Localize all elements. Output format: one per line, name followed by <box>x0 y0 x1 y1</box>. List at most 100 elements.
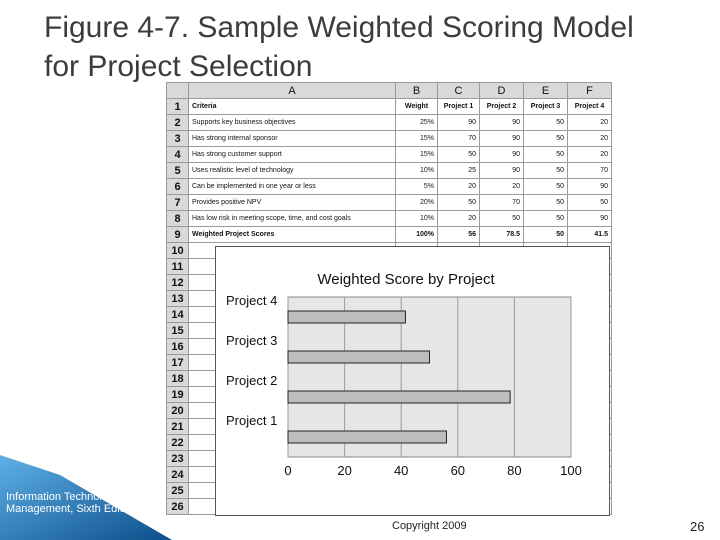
row-header[interactable]: 1 <box>166 98 189 115</box>
row-header[interactable]: 10 <box>166 242 189 259</box>
cell-a[interactable]: Can be implemented in one year or less <box>188 178 396 195</box>
row-header[interactable]: 12 <box>166 274 189 291</box>
row-header[interactable]: 22 <box>166 434 189 451</box>
cell-e[interactable]: 50 <box>523 194 568 211</box>
cell-a[interactable]: Has strong internal sponsor <box>188 130 396 147</box>
cell-c[interactable]: 50 <box>437 146 480 163</box>
cell-e[interactable]: 50 <box>523 178 568 195</box>
cell-a[interactable]: Has strong customer support <box>188 146 396 163</box>
row-header[interactable]: 7 <box>166 194 189 211</box>
bar-project-3 <box>287 350 430 364</box>
cell-c[interactable]: 90 <box>437 114 480 131</box>
category-label: Project 1 <box>226 413 277 428</box>
cell-a[interactable]: Criteria <box>188 98 396 115</box>
cell-d[interactable]: 78.5 <box>479 226 524 243</box>
cell-c[interactable]: 25 <box>437 162 480 179</box>
cell-f[interactable]: 41.5 <box>567 226 612 243</box>
cell-b[interactable]: 15% <box>395 130 438 147</box>
cell-c[interactable]: Project 1 <box>437 98 480 115</box>
cell-e[interactable]: 50 <box>523 130 568 147</box>
cell-d[interactable]: 90 <box>479 162 524 179</box>
cell-b[interactable]: 20% <box>395 194 438 211</box>
row-header[interactable]: 3 <box>166 130 189 147</box>
row-header[interactable]: 15 <box>166 322 189 339</box>
sheet-row: 7 Provides positive NPV 20% 50 70 50 50 <box>166 194 612 211</box>
row-header[interactable]: 9 <box>166 226 189 243</box>
cell-b[interactable]: 5% <box>395 178 438 195</box>
cell-b[interactable]: 25% <box>395 114 438 131</box>
cell-d[interactable]: 90 <box>479 114 524 131</box>
row-header[interactable]: 23 <box>166 450 189 467</box>
cell-e[interactable]: 50 <box>523 210 568 227</box>
cell-f[interactable]: 50 <box>567 194 612 211</box>
column-header-e[interactable]: E <box>523 82 568 99</box>
row-header[interactable]: 5 <box>166 162 189 179</box>
row-header[interactable]: 13 <box>166 290 189 307</box>
cell-c[interactable]: 50 <box>437 194 480 211</box>
cell-e[interactable]: Project 3 <box>523 98 568 115</box>
cell-b[interactable]: 10% <box>395 210 438 227</box>
column-header-a[interactable]: A <box>188 82 396 99</box>
cell-f[interactable]: 20 <box>567 130 612 147</box>
cell-d[interactable]: 20 <box>479 178 524 195</box>
cell-e[interactable]: 50 <box>523 146 568 163</box>
column-header-c[interactable]: C <box>437 82 480 99</box>
cell-a[interactable]: Weighted Project Scores <box>188 226 396 243</box>
cell-f[interactable]: 20 <box>567 114 612 131</box>
sheet-row: 3 Has strong internal sponsor 15% 70 90 50 20 <box>166 130 612 147</box>
cell-a[interactable]: Supports key business objectives <box>188 114 396 131</box>
column-header-d[interactable]: D <box>479 82 524 99</box>
cell-b[interactable]: 15% <box>395 146 438 163</box>
row-header[interactable]: 16 <box>166 338 189 355</box>
cell-b[interactable]: 10% <box>395 162 438 179</box>
column-header-f[interactable]: F <box>567 82 612 99</box>
cell-f[interactable]: 90 <box>567 178 612 195</box>
cell-a[interactable]: Provides positive NPV <box>188 194 396 211</box>
row-header[interactable]: 20 <box>166 402 189 419</box>
column-header-b[interactable]: B <box>395 82 438 99</box>
cell-a[interactable]: Has low risk in meeting scope, time, and… <box>188 210 396 227</box>
row-header[interactable]: 2 <box>166 114 189 131</box>
category-label: Project 3 <box>226 333 277 348</box>
cell-e[interactable]: 50 <box>523 226 568 243</box>
cell-a[interactable]: Uses realistic level of technology <box>188 162 396 179</box>
x-tick-label: 0 <box>284 463 291 478</box>
row-header[interactable]: 8 <box>166 210 189 227</box>
cell-b[interactable]: 100% <box>395 226 438 243</box>
row-header[interactable]: 6 <box>166 178 189 195</box>
sheet-row: 5 Uses realistic level of technology 10% 25… <box>166 162 612 179</box>
row-header[interactable]: 4 <box>166 146 189 163</box>
row-header[interactable]: 17 <box>166 354 189 371</box>
cell-d[interactable]: 90 <box>479 146 524 163</box>
cell-b[interactable]: Weight <box>395 98 438 115</box>
cell-d[interactable]: Project 2 <box>479 98 524 115</box>
cell-c[interactable]: 56 <box>437 226 480 243</box>
cell-f[interactable]: 90 <box>567 210 612 227</box>
x-tick-label: 20 <box>337 463 351 478</box>
cell-e[interactable]: 50 <box>523 114 568 131</box>
row-header[interactable]: 11 <box>166 258 189 275</box>
cell-d[interactable]: 70 <box>479 194 524 211</box>
cell-d[interactable]: 90 <box>479 130 524 147</box>
column-header-row: A B C D E F <box>166 82 612 99</box>
row-header[interactable]: 26 <box>166 498 189 515</box>
footer-graphic <box>0 455 172 540</box>
slide-title: Figure 4-7. Sample Weighted Scoring Mode… <box>44 11 634 83</box>
cell-c[interactable]: 20 <box>437 178 480 195</box>
corner-cell <box>166 82 189 99</box>
cell-f[interactable]: 20 <box>567 146 612 163</box>
cell-f[interactable]: Project 4 <box>567 98 612 115</box>
page-number: 26 <box>690 519 705 534</box>
row-header[interactable]: 18 <box>166 370 189 387</box>
row-header[interactable]: 14 <box>166 306 189 323</box>
cell-c[interactable]: 70 <box>437 130 480 147</box>
bar-chart-svg: Weighted Score by Project 0 20 40 60 80 100 Pro… <box>226 271 582 478</box>
cell-c[interactable]: 20 <box>437 210 480 227</box>
row-header[interactable]: 21 <box>166 418 189 435</box>
cell-d[interactable]: 50 <box>479 210 524 227</box>
row-header[interactable]: 19 <box>166 386 189 403</box>
x-tick-label: 80 <box>507 463 521 478</box>
cell-f[interactable]: 70 <box>567 162 612 179</box>
row-header[interactable]: 25 <box>166 482 189 499</box>
cell-e[interactable]: 50 <box>523 162 568 179</box>
